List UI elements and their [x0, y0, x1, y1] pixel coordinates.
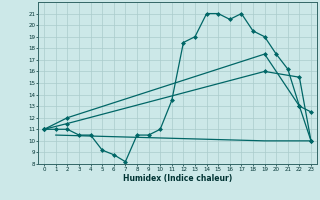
X-axis label: Humidex (Indice chaleur): Humidex (Indice chaleur): [123, 174, 232, 183]
